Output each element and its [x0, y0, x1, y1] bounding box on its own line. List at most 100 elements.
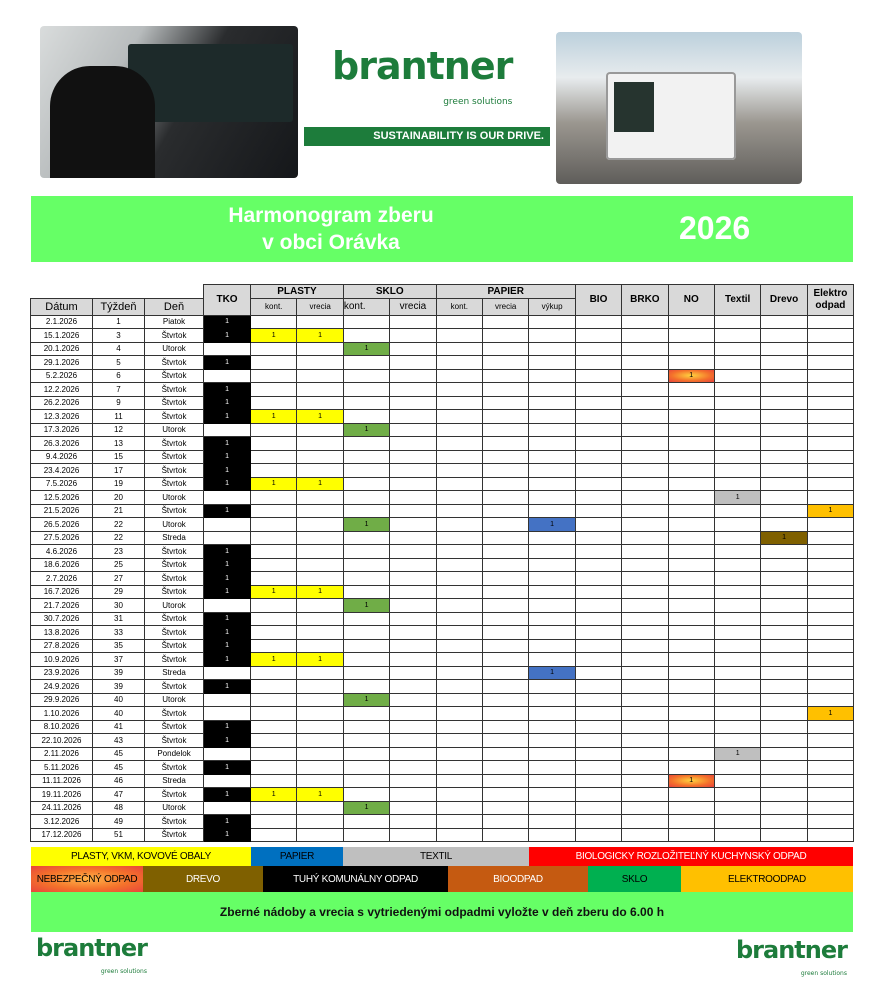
cell-elektro	[806, 679, 855, 694]
cell-sklo-kont	[342, 733, 391, 748]
cell-bio	[574, 476, 623, 491]
cell-sklo-kont	[342, 314, 391, 329]
cell-plasty-kont	[250, 355, 298, 370]
table-row: 2.11.2026 45 Pondelok 1	[30, 746, 855, 761]
cell-brko	[621, 571, 669, 586]
table-row: 21.7.2026 30 Utorok 1	[30, 598, 855, 613]
cell-no	[667, 625, 715, 640]
cell-bio	[574, 773, 623, 788]
table-row: 2.1.2026 1 Piatok 1	[30, 314, 855, 329]
week-cell: 49	[92, 814, 145, 829]
cell-elektro	[806, 530, 855, 545]
cell-papier-vykup	[528, 800, 576, 815]
header-papier-vykup: výkup	[528, 297, 576, 316]
cell-papier-kont	[435, 449, 484, 464]
cell-sklo-vrecia	[389, 746, 437, 761]
date-cell: 17.3.2026	[30, 422, 93, 437]
week-cell: 33	[92, 625, 145, 640]
cell-papier-vykup	[528, 692, 576, 707]
cell-sklo-kont	[342, 436, 391, 451]
cell-plasty-vrecia	[296, 517, 344, 532]
cell-textil	[713, 800, 762, 815]
week-cell: 13	[92, 436, 145, 451]
cell-bio	[574, 557, 623, 572]
cell-drevo	[760, 409, 808, 424]
table-row: 29.1.2026 5 Štvrtok 1	[30, 355, 855, 370]
day-cell: Štvrtok	[143, 328, 205, 343]
cell-bio	[574, 314, 623, 329]
cell-plasty-kont	[250, 463, 298, 478]
cell-papier-vykup: 1	[528, 665, 576, 680]
cell-sklo-vrecia	[389, 557, 437, 572]
cell-elektro	[806, 436, 855, 451]
cell-drevo	[760, 463, 808, 478]
cell-papier-vrecia	[481, 760, 530, 775]
cell-brko	[621, 409, 669, 424]
cell-textil: 1	[713, 746, 762, 761]
cell-tko: 1	[203, 679, 252, 694]
cell-plasty-vrecia	[296, 638, 344, 653]
cell-drevo	[760, 787, 808, 802]
cell-plasty-kont	[250, 503, 298, 518]
cell-elektro	[806, 463, 855, 478]
table-row: 24.11.2026 48 Utorok 1	[30, 800, 855, 815]
cell-elektro	[806, 746, 855, 761]
cell-papier-kont	[435, 382, 484, 397]
cell-plasty-vrecia	[296, 341, 344, 356]
cell-tko: 1	[203, 503, 252, 518]
table-row: 8.10.2026 41 Štvrtok 1	[30, 719, 855, 734]
day-cell: Utorok	[143, 341, 205, 356]
day-cell: Štvrtok	[143, 571, 205, 586]
cell-bio	[574, 355, 623, 370]
date-cell: 22.10.2026	[30, 733, 93, 748]
cell-bio	[574, 787, 623, 802]
cell-tko: 1	[203, 719, 252, 734]
cell-papier-vykup	[528, 341, 576, 356]
cell-sklo-kont	[342, 679, 391, 694]
table-row: 12.3.2026 11 Štvrtok 1 1 1	[30, 409, 855, 424]
cell-brko	[621, 787, 669, 802]
cell-papier-vrecia	[481, 544, 530, 559]
week-cell: 35	[92, 638, 145, 653]
table-row: 18.6.2026 25 Štvrtok 1	[30, 557, 855, 572]
cell-no	[667, 530, 715, 545]
cell-plasty-vrecia	[296, 368, 344, 383]
table-row: 21.5.2026 21 Štvrtok 1 1	[30, 503, 855, 518]
cell-bio	[574, 571, 623, 586]
date-cell: 2.1.2026	[30, 314, 93, 329]
cell-no	[667, 746, 715, 761]
cell-plasty-kont	[250, 746, 298, 761]
week-cell: 47	[92, 787, 145, 802]
date-cell: 16.7.2026	[30, 584, 93, 599]
cell-drevo: 1	[760, 530, 808, 545]
cell-textil	[713, 625, 762, 640]
week-cell: 45	[92, 746, 145, 761]
cell-papier-vrecia	[481, 476, 530, 491]
cell-bio	[574, 598, 623, 613]
cell-plasty-vrecia: 1	[296, 584, 344, 599]
cell-sklo-vrecia	[389, 341, 437, 356]
cell-sklo-vrecia	[389, 463, 437, 478]
cell-plasty-kont	[250, 436, 298, 451]
cell-sklo-kont	[342, 355, 391, 370]
cell-textil	[713, 557, 762, 572]
cell-sklo-vrecia	[389, 544, 437, 559]
header-plasty: PLASTY	[250, 284, 344, 299]
cell-drevo	[760, 827, 808, 842]
cell-plasty-kont	[250, 625, 298, 640]
cell-no	[667, 692, 715, 707]
cell-brko	[621, 557, 669, 572]
cell-sklo-vrecia	[389, 814, 437, 829]
cell-drevo	[760, 652, 808, 667]
cell-elektro	[806, 584, 855, 599]
cell-elektro	[806, 571, 855, 586]
cell-elektro	[806, 557, 855, 572]
cell-plasty-kont	[250, 692, 298, 707]
cell-papier-kont	[435, 625, 484, 640]
table-row: 16.7.2026 29 Štvrtok 1 1 1	[30, 584, 855, 599]
week-cell: 9	[92, 395, 145, 410]
cell-brko	[621, 665, 669, 680]
cell-sklo-vrecia	[389, 530, 437, 545]
cell-papier-vrecia	[481, 557, 530, 572]
cell-sklo-kont: 1	[342, 517, 391, 532]
